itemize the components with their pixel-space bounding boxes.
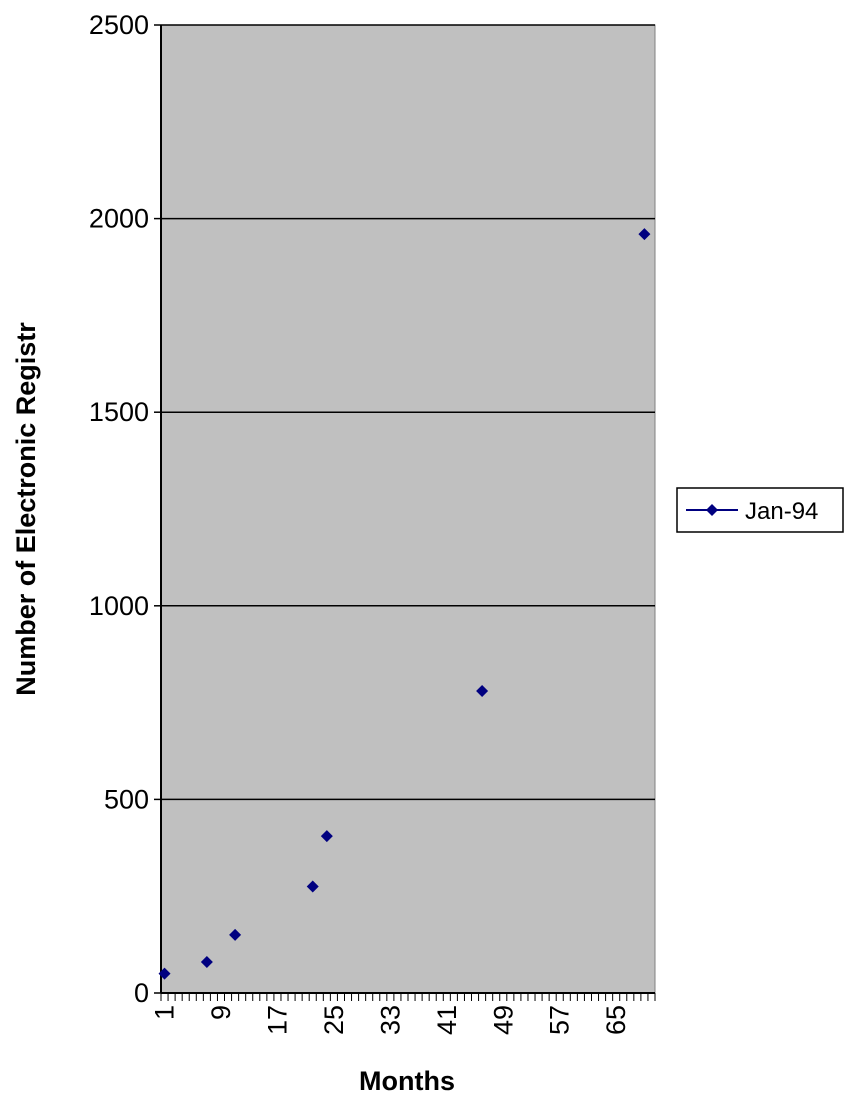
y-axis-ticks: 0 500 1000 1500 2000 2500	[89, 10, 161, 1008]
plot-area	[160, 24, 656, 994]
y-tick-label: 0	[134, 978, 149, 1008]
x-tick-label: 65	[601, 1005, 631, 1035]
x-tick-label: 33	[375, 1005, 405, 1035]
x-axis-title: Months	[359, 1066, 455, 1096]
x-tick-label: 1	[150, 1005, 180, 1020]
x-tick-label: 17	[262, 1005, 292, 1035]
y-axis-title: Number of Electronic Registr	[11, 322, 41, 696]
legend-swatch-marker	[706, 504, 718, 516]
data-point	[306, 880, 319, 893]
data-point	[638, 228, 651, 241]
x-tick-label: 41	[432, 1005, 462, 1035]
y-tick-label: 2000	[89, 204, 149, 234]
x-tick-label: 25	[319, 1005, 349, 1035]
data-point	[200, 956, 213, 969]
x-tick-label: 49	[488, 1005, 518, 1035]
y-tick-label: 500	[104, 784, 149, 814]
gridlines	[161, 24, 655, 801]
data-point	[320, 830, 333, 843]
x-tick-label: 9	[206, 1005, 236, 1020]
legend: Jan-94	[676, 487, 844, 533]
y-tick-label: 2500	[89, 10, 149, 40]
x-axis-ticks: 1 9 17 25 33 41 49 57 65	[150, 993, 656, 1035]
data-point	[476, 684, 489, 697]
data-point	[158, 967, 171, 980]
y-tick-label: 1500	[89, 397, 149, 427]
x-tick-label: 57	[545, 1005, 575, 1035]
data-points	[158, 228, 651, 980]
y-tick-label: 1000	[89, 591, 149, 621]
legend-label: Jan-94	[745, 498, 818, 525]
data-point	[229, 928, 242, 941]
